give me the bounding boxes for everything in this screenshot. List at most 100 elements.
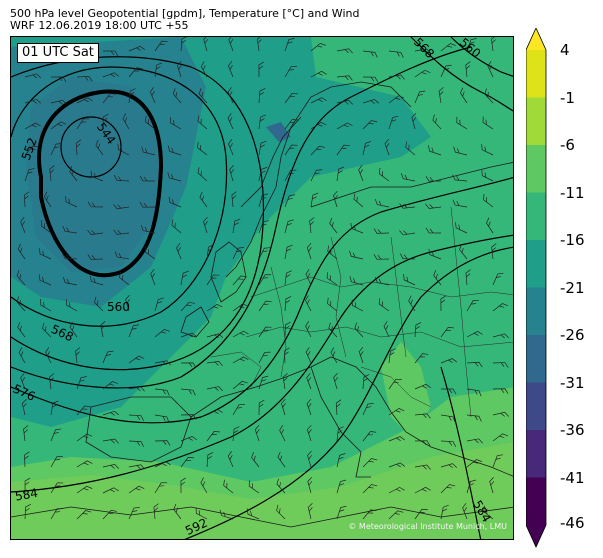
wind-barb bbox=[258, 61, 265, 78]
wind-barb bbox=[306, 242, 312, 260]
wind-barb bbox=[206, 431, 221, 442]
wind-barb bbox=[180, 37, 188, 52]
wind-barb bbox=[403, 273, 416, 286]
wind-barb bbox=[139, 175, 156, 182]
wind-barb bbox=[199, 191, 208, 208]
contour-552 bbox=[11, 66, 228, 327]
wind-barb bbox=[232, 380, 248, 390]
wind-barb bbox=[440, 326, 454, 338]
wind-barb bbox=[336, 453, 346, 468]
wind-barb bbox=[140, 224, 156, 234]
wind-barb bbox=[336, 75, 353, 81]
contour-584 bbox=[11, 234, 513, 493]
temp-band-warmest bbox=[11, 442, 513, 539]
wind-barb bbox=[466, 438, 483, 444]
wind-barb bbox=[336, 166, 345, 182]
wind-barb bbox=[62, 225, 78, 234]
wind-barb bbox=[180, 388, 196, 396]
colorbar-tick-label: 4 bbox=[560, 41, 570, 59]
colorbar-band bbox=[526, 97, 546, 145]
wind-barb bbox=[258, 114, 267, 130]
wind-barb bbox=[75, 347, 81, 364]
wind-barb bbox=[128, 414, 144, 422]
wind-barb bbox=[276, 478, 286, 494]
wind-barb bbox=[336, 426, 344, 442]
wind-barb bbox=[40, 299, 52, 312]
wind-barb bbox=[336, 48, 353, 54]
wind-barb bbox=[231, 191, 237, 208]
geopotential-contours bbox=[11, 37, 513, 539]
wind-barb bbox=[75, 139, 82, 156]
contour-584-se bbox=[440, 366, 482, 539]
wind-barb bbox=[256, 37, 263, 52]
wind-barb bbox=[100, 321, 106, 338]
wind-barb bbox=[326, 272, 338, 286]
wind-barb bbox=[486, 217, 494, 234]
wind-barb bbox=[232, 247, 244, 260]
wind-barb bbox=[95, 139, 104, 156]
wind-barb bbox=[414, 353, 429, 364]
wind-barb bbox=[154, 482, 168, 494]
colorbar-band bbox=[526, 287, 546, 335]
wind-barb bbox=[491, 37, 497, 52]
wind-barb bbox=[69, 165, 78, 182]
wind-barb bbox=[24, 191, 30, 208]
wind-barb bbox=[16, 296, 26, 312]
wind-barb bbox=[76, 460, 93, 468]
wind-barb bbox=[284, 93, 299, 104]
wind-barb bbox=[258, 274, 272, 286]
wind-barb bbox=[438, 87, 444, 104]
wind-barb bbox=[228, 37, 234, 52]
wind-barb bbox=[122, 113, 130, 130]
wind-barb bbox=[362, 374, 370, 390]
wind-barb bbox=[258, 140, 267, 156]
wind-barb bbox=[305, 347, 312, 364]
wind-barb bbox=[44, 191, 52, 208]
wind-barb bbox=[466, 414, 482, 422]
wind-barb bbox=[20, 372, 26, 390]
wind-barb bbox=[176, 243, 182, 260]
wind-barb bbox=[248, 480, 260, 494]
colorbar-tick-label: -21 bbox=[560, 279, 585, 297]
contour-label-560: 560 bbox=[107, 300, 130, 314]
wind-barb bbox=[128, 386, 145, 392]
wind-barb bbox=[154, 414, 170, 423]
wind-barb bbox=[466, 331, 483, 338]
wind-barb bbox=[21, 399, 27, 416]
wind-barb bbox=[481, 143, 494, 156]
wind-barb bbox=[400, 173, 416, 182]
wind-barb bbox=[455, 222, 468, 234]
wind-barb bbox=[18, 347, 26, 364]
wind-barb bbox=[354, 322, 364, 338]
wind-barb bbox=[284, 144, 298, 156]
wind-barb bbox=[388, 115, 399, 130]
wind-barb bbox=[24, 503, 31, 520]
wind-barb bbox=[229, 164, 235, 182]
wind-barb bbox=[24, 451, 30, 468]
cold-spot-scandinavia bbox=[266, 122, 291, 142]
wind-barbs bbox=[16, 37, 510, 520]
colorbar-band bbox=[526, 477, 546, 525]
wind-barb bbox=[483, 505, 494, 520]
wind-barb bbox=[128, 88, 136, 104]
wind-barb bbox=[50, 99, 67, 105]
wind-barb bbox=[232, 330, 249, 338]
wind-barb bbox=[102, 381, 118, 390]
wind-barb bbox=[362, 120, 378, 130]
contour-label-584: 584 bbox=[14, 486, 39, 504]
wind-barb bbox=[349, 250, 364, 260]
wind-barb bbox=[307, 450, 312, 468]
wind-barb bbox=[358, 164, 364, 182]
wind-barb bbox=[258, 300, 272, 312]
wind-barb bbox=[428, 145, 442, 156]
wind-barb bbox=[200, 61, 208, 78]
wind-barb bbox=[440, 484, 456, 494]
wind-barb bbox=[465, 61, 471, 78]
wind-barb bbox=[489, 476, 495, 494]
wind-barb bbox=[102, 410, 120, 416]
wind-barb bbox=[154, 461, 171, 468]
wind-barb bbox=[227, 113, 234, 130]
wind-barb bbox=[483, 193, 494, 208]
wind-barb bbox=[49, 165, 55, 182]
wind-barb bbox=[24, 122, 41, 130]
